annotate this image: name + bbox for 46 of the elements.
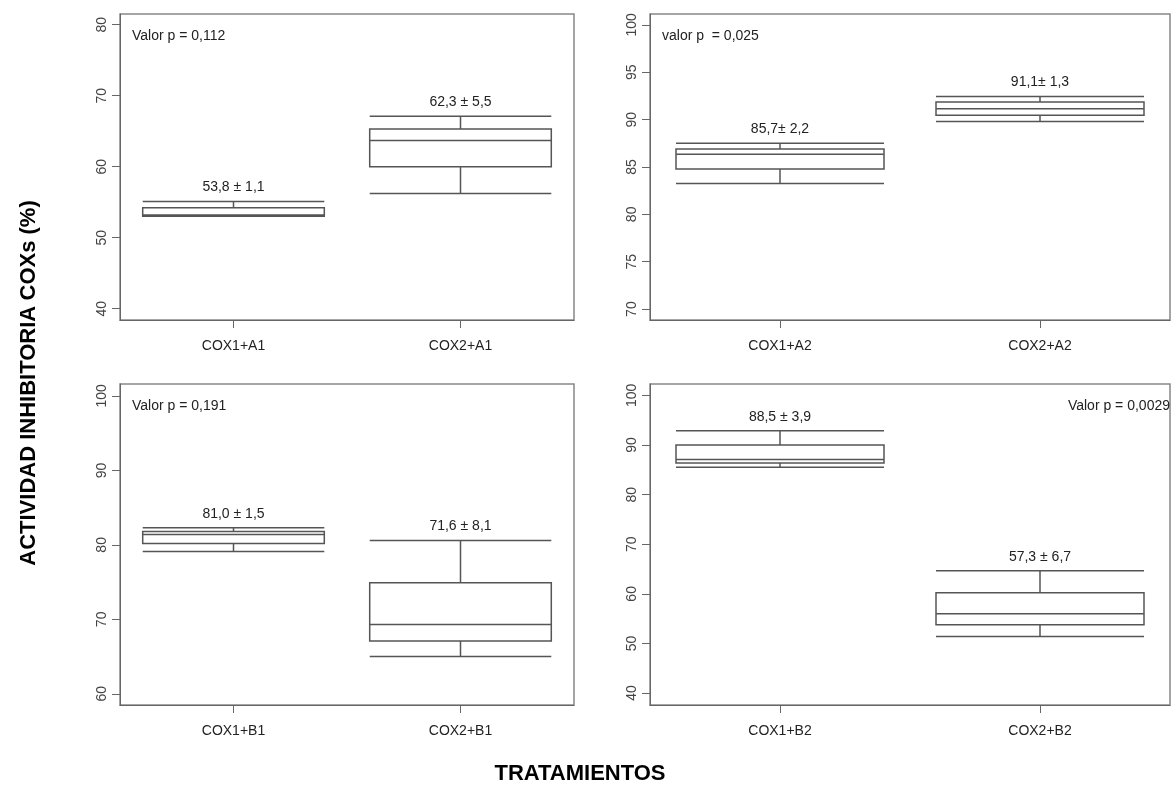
y-tick-label: 50 [623, 635, 639, 652]
annotation: Valor p = 0,112 [132, 27, 226, 43]
annotation: 85,7± 2,2 [750, 120, 810, 137]
y-tick-label: 85 [623, 159, 639, 175]
y-tick-label: 60 [93, 685, 109, 702]
x-tick-label: COX1+A2 [748, 337, 812, 353]
annotation: 88,5 ± 3,9 [748, 407, 812, 424]
y-tick-label: 80 [93, 536, 109, 553]
y-tick-label: 75 [623, 253, 639, 270]
x-tick-label: COX1+A1 [201, 337, 266, 353]
x-tick-label: COX2+A2 [1008, 337, 1072, 353]
annotation: valor p = 0,025 [662, 27, 760, 43]
y-axis-title: ACTIVIDAD INHIBITORIA COXs (%) [15, 199, 41, 568]
x-tick-label: COX1+B2 [748, 722, 812, 738]
y-tick-label: 90 [623, 111, 639, 128]
y-tick-label: 70 [623, 536, 639, 553]
y-tick-label: 70 [623, 301, 639, 317]
y-tick-label: 60 [623, 585, 639, 602]
y-tick-label: 100 [623, 13, 639, 37]
y-tick-label: 40 [623, 685, 639, 701]
y-tick-label: 40 [93, 300, 109, 317]
y-tick-label: 80 [93, 16, 109, 33]
x-tick-label: COX2+B2 [1008, 722, 1072, 738]
x-tick-label: COX2+B1 [428, 722, 493, 738]
y-tick-label: 70 [93, 611, 109, 628]
annotation: Valor p = 0,191 [132, 397, 227, 413]
annotation: 71,6 ± 8,1 [429, 517, 492, 534]
x-axis-title: TRATAMIENTOS [493, 760, 667, 786]
y-tick-label: 90 [623, 437, 639, 453]
y-tick-label: 70 [93, 87, 109, 104]
annotation: 91,1± 1,3 [1010, 73, 1070, 90]
y-tick-label: 60 [93, 158, 109, 175]
y-tick-label: 95 [623, 64, 639, 81]
y-tick-label: 80 [623, 206, 639, 223]
y-tick-label: 100 [93, 384, 109, 408]
annotation: 81,0 ± 1,5 [202, 504, 265, 521]
annotation: 57,3 ± 6,7 [1008, 547, 1072, 564]
y-tick-label: 80 [623, 486, 639, 503]
x-tick-label: COX2+A1 [428, 337, 493, 353]
x-tick-label: COX1+B1 [201, 722, 266, 738]
y-tick-label: 50 [93, 229, 109, 246]
annotation: 62,3 ± 5,5 [429, 93, 492, 110]
y-tick-label: 90 [93, 462, 109, 479]
annotation: Valor p = 0,0029 [1067, 397, 1171, 413]
annotation: 53,8 ± 1,1 [202, 178, 265, 195]
y-tick-label: 100 [623, 383, 639, 408]
